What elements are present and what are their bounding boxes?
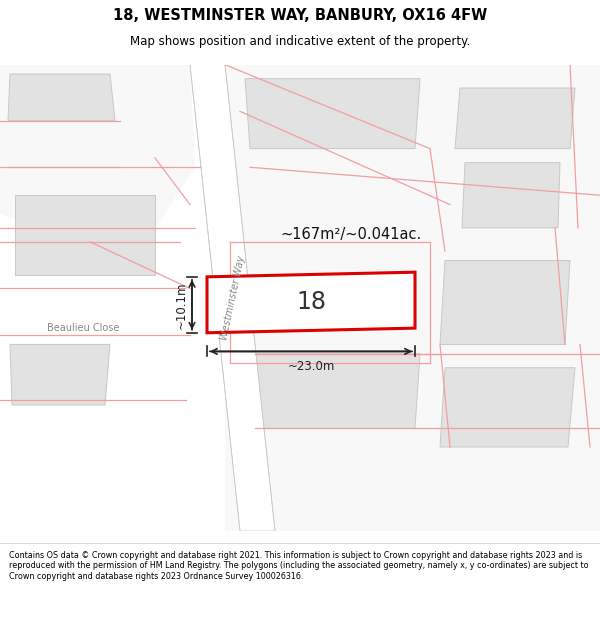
- Text: Contains OS data © Crown copyright and database right 2021. This information is : Contains OS data © Crown copyright and d…: [9, 551, 589, 581]
- Polygon shape: [0, 65, 195, 242]
- Text: ~167m²/~0.041ac.: ~167m²/~0.041ac.: [280, 228, 421, 242]
- Text: Beaulieu Close: Beaulieu Close: [47, 323, 119, 333]
- Text: ~10.1m: ~10.1m: [175, 281, 188, 329]
- Text: ~23.0m: ~23.0m: [287, 361, 335, 373]
- Polygon shape: [225, 65, 600, 531]
- Text: 18, WESTMINSTER WAY, BANBURY, OX16 4FW: 18, WESTMINSTER WAY, BANBURY, OX16 4FW: [113, 8, 487, 23]
- Polygon shape: [255, 354, 420, 428]
- Polygon shape: [15, 195, 155, 274]
- Polygon shape: [207, 272, 415, 332]
- Text: Map shows position and indicative extent of the property.: Map shows position and indicative extent…: [130, 35, 470, 48]
- Polygon shape: [462, 162, 560, 228]
- Polygon shape: [245, 79, 420, 149]
- Polygon shape: [455, 88, 575, 149]
- Polygon shape: [440, 261, 570, 344]
- Polygon shape: [190, 65, 275, 531]
- Polygon shape: [440, 368, 575, 447]
- Polygon shape: [0, 65, 195, 242]
- Polygon shape: [10, 344, 110, 405]
- Polygon shape: [8, 74, 115, 121]
- Text: 18: 18: [296, 291, 326, 314]
- Text: Westminster Way: Westminster Way: [219, 255, 247, 341]
